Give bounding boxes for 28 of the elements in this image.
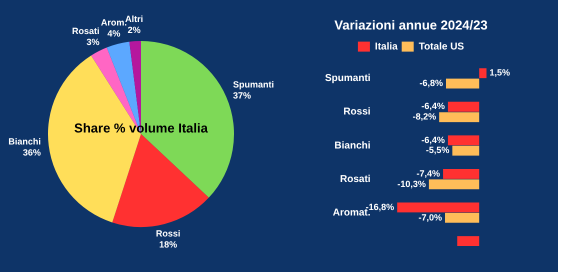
chart-title: Variazioni annue 2024/23 (334, 17, 488, 32)
data-label: 37% (233, 90, 252, 101)
data-label: -6,4% (421, 101, 445, 112)
data-label: -8,2% (412, 112, 436, 122)
data-label: 3% (86, 36, 100, 47)
data-label: 36% (22, 148, 41, 158)
y-tick-label: Rossi (343, 106, 371, 118)
legend-label: Italia (374, 41, 398, 52)
data-label: -7,4% (416, 168, 440, 178)
data-label: 1,5% (490, 68, 510, 78)
data-label: -7,0% (418, 212, 442, 222)
data-label: -6,4% (421, 134, 445, 145)
slice-label: Altri (125, 14, 144, 24)
y-tick-label: Rosati (340, 174, 371, 185)
data-label: 4% (107, 28, 120, 38)
data-label: -10,3% (397, 178, 426, 189)
data-label: 2% (128, 25, 141, 36)
slice-label: Rosati (72, 26, 100, 36)
data-label: -6,8% (419, 78, 443, 88)
legend-label: Totale US (418, 41, 464, 52)
y-tick-label: Bianchi (334, 140, 371, 152)
y-tick-label: Spumanti (324, 73, 371, 84)
slice-label: Bianchi (8, 136, 41, 147)
slice-label: Arom. (100, 17, 127, 28)
data-label: 18% (159, 240, 178, 250)
slice-label: Rossi (156, 228, 180, 239)
slice-label: Spumanti (233, 80, 274, 90)
data-label: -5,5% (426, 145, 450, 156)
